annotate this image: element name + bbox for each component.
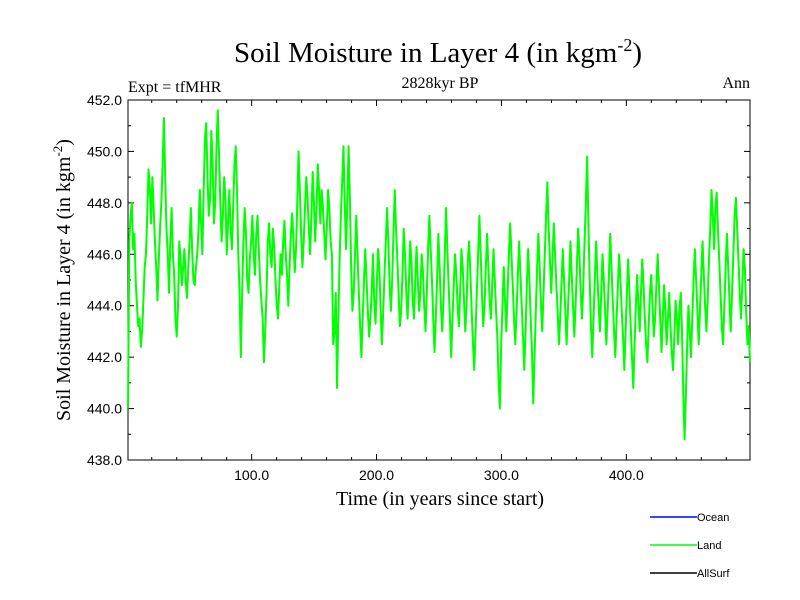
y-tick-label: 444.0 xyxy=(87,298,122,314)
chart-title: Soil Moisture in Layer 4 (in kgm-2) xyxy=(234,35,642,69)
y-axis-title: Soil Moisture in Layer 4 (in kgm-2) xyxy=(50,139,75,421)
x-axis: 100.0 200.0 300.0 400.0 xyxy=(151,100,727,483)
legend: Ocean Land AllSurf xyxy=(650,512,730,580)
series-layer xyxy=(127,109,751,441)
y-tick-label: 448.0 xyxy=(87,195,122,211)
legend-label-allsurf: AllSurf xyxy=(697,568,730,580)
y-tick-label: 438.0 xyxy=(87,452,122,468)
x-tick-label: 100.0 xyxy=(234,467,269,483)
y-tick-label: 440.0 xyxy=(87,401,122,417)
y-tick-label: 450.0 xyxy=(87,143,122,159)
x-tick-label: 300.0 xyxy=(484,467,519,483)
series-line-land xyxy=(127,109,751,441)
x-axis-title: Time (in years since start) xyxy=(336,488,544,510)
x-tick-label: 400.0 xyxy=(609,467,644,483)
x-tick-label: 200.0 xyxy=(359,467,394,483)
legend-label-ocean: Ocean xyxy=(697,512,729,524)
experiment-label: Expt = tfMHR xyxy=(128,79,222,96)
y-tick-label: 446.0 xyxy=(87,246,122,262)
y-axis: 438.0 440.0 442.0 444.0 446.0 448.0 450.0 452.0 xyxy=(87,92,750,468)
legend-label-land: Land xyxy=(697,540,721,552)
season-label: Ann xyxy=(722,75,750,92)
y-tick-label: 442.0 xyxy=(87,349,122,365)
y-tick-label: 452.0 xyxy=(87,92,122,108)
chart-subtitle: 2828kyr BP xyxy=(402,75,479,92)
